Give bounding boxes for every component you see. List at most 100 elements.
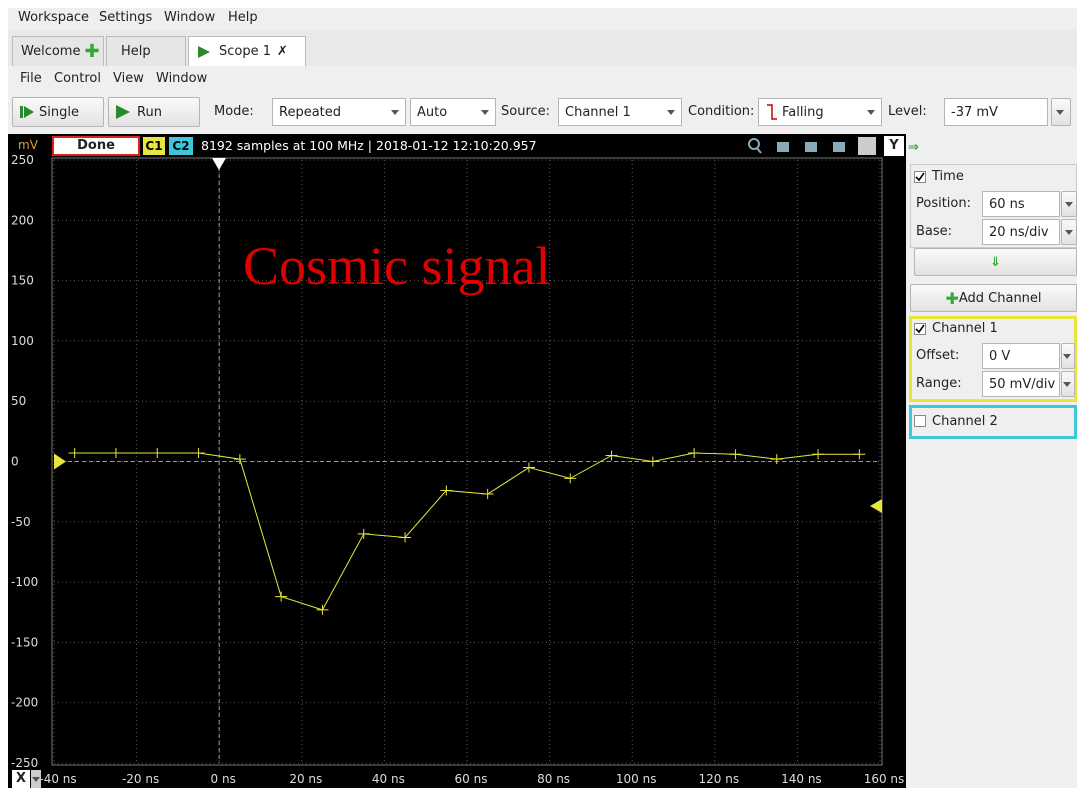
input-value: 20 ns/div	[989, 224, 1049, 240]
acquisition-state: Done	[52, 136, 140, 156]
channel1-toggle[interactable]: C1	[143, 137, 165, 155]
menu-item[interactable]: Workspace	[18, 10, 90, 25]
sample-marker	[812, 449, 825, 460]
acquisition-info: 8192 samples at 100 MHz | 2018-01-12 12:…	[201, 138, 537, 153]
tab-active[interactable]: Scope 1 ✗	[188, 36, 306, 66]
dropdown-value: Auto	[417, 104, 448, 120]
input-value: 0 V	[989, 348, 1011, 364]
sample-marker	[564, 473, 577, 484]
tool-icon[interactable]	[805, 142, 817, 152]
zoom-icon-handle	[756, 147, 762, 154]
close-icon[interactable]: ✗	[277, 44, 288, 59]
x-tick-label: 20 ns	[289, 772, 322, 786]
trigger-position-marker	[212, 158, 226, 170]
mode-dropdown[interactable]: Repeated	[272, 98, 406, 126]
sample-marker	[481, 489, 494, 500]
position-input[interactable]: 60 ns	[982, 191, 1060, 217]
source-label: Source:	[501, 104, 551, 119]
x-tick-label: 0 ns	[211, 772, 236, 786]
x-tick-label: 100 ns	[616, 772, 657, 786]
plus-icon: ✚	[84, 41, 100, 62]
x-tick-label: 40 ns	[372, 772, 405, 786]
y-tick-label: 200	[11, 213, 34, 227]
x-dropdown[interactable]	[31, 770, 41, 788]
sample-marker	[151, 448, 164, 459]
sample-marker	[68, 448, 81, 459]
sample-marker	[729, 449, 742, 460]
dropdown-button[interactable]	[1061, 371, 1075, 397]
tool-icon[interactable]	[833, 142, 845, 152]
condition-label: Condition:	[688, 104, 755, 119]
sample-marker	[853, 449, 866, 460]
level-input[interactable]: -37 mV	[944, 98, 1048, 126]
level-label: Level:	[888, 104, 927, 119]
tool-icon[interactable]	[777, 142, 789, 152]
arrow-icon[interactable]: ⇒	[908, 140, 919, 155]
single-button[interactable]: Single	[12, 97, 104, 127]
checkbox-checked[interactable]	[914, 323, 926, 335]
run-button[interactable]: Run	[108, 97, 200, 127]
y-tick-label: -150	[11, 635, 38, 649]
checkbox-checked[interactable]	[914, 171, 926, 183]
auto-dropdown[interactable]: Auto	[410, 98, 496, 126]
y-button[interactable]: Y	[884, 136, 904, 156]
input-value: -37 mV	[951, 104, 998, 120]
base-input[interactable]: 20 ns/div	[982, 219, 1060, 245]
sample-marker	[688, 448, 701, 459]
single-icon	[20, 106, 34, 118]
channel2-toggle[interactable]: C2	[169, 137, 193, 155]
x-tick-label: -20 ns	[122, 772, 159, 786]
field-label: Range:	[916, 376, 962, 391]
condition-dropdown[interactable]: Falling	[758, 98, 882, 126]
range-input[interactable]: 50 mV/div	[982, 371, 1060, 397]
falling-edge-icon	[767, 104, 777, 120]
sample-marker	[646, 456, 659, 467]
trigger-level-marker	[870, 499, 882, 513]
field-label: Offset:	[916, 348, 960, 363]
mode-label: Mode:	[214, 104, 254, 119]
offset-input[interactable]: 0 V	[982, 343, 1060, 369]
menu-bar	[8, 8, 1077, 30]
button-label: Add Channel	[958, 290, 1042, 306]
tab[interactable]: Welcome ✚	[12, 36, 104, 66]
tab[interactable]: Help	[106, 36, 186, 66]
add-channel-button[interactable]: ✚ Add Channel	[910, 284, 1077, 312]
menu-item[interactable]: Window	[164, 10, 216, 25]
field-label: Position:	[916, 196, 971, 211]
sample-marker	[192, 448, 205, 459]
menu-item[interactable]: Help	[228, 10, 258, 25]
x-button[interactable]: X	[12, 770, 30, 788]
play-icon	[198, 45, 210, 58]
plot-frame	[51, 157, 883, 766]
dropdown-value: Channel 1	[565, 104, 631, 120]
sub-menu-bar	[8, 66, 1077, 92]
level-dropdown-button[interactable]	[1051, 98, 1071, 126]
menu-item[interactable]: Control	[54, 71, 101, 86]
tab-label: Help	[121, 44, 151, 59]
menu-item[interactable]: File	[20, 71, 42, 86]
x-tick-label: -40 ns	[39, 772, 76, 786]
plot-tools	[748, 137, 876, 155]
settings-icon[interactable]	[858, 137, 876, 155]
dropdown-button[interactable]	[1061, 191, 1077, 217]
zoom-icon[interactable]	[748, 138, 760, 150]
menu-item[interactable]: Window	[156, 71, 208, 86]
collapse-button[interactable]: ⇓	[914, 248, 1077, 276]
menu-item[interactable]: View	[113, 71, 144, 86]
y-tick-label: 250	[11, 153, 34, 167]
checkbox[interactable]	[914, 415, 926, 427]
menu-item[interactable]: Settings	[99, 10, 153, 25]
source-dropdown[interactable]: Channel 1	[558, 98, 682, 126]
y-tick-label: -50	[11, 515, 31, 529]
sample-marker	[357, 528, 370, 539]
group-title: Channel 2	[932, 414, 998, 429]
sample-marker	[109, 448, 122, 459]
field-label: Base:	[916, 224, 953, 239]
dropdown-button[interactable]	[1061, 219, 1077, 245]
group-title: Channel 1	[932, 321, 998, 336]
channel2-group	[909, 405, 1077, 439]
sample-marker	[233, 454, 246, 465]
dropdown-button[interactable]	[1061, 343, 1075, 369]
